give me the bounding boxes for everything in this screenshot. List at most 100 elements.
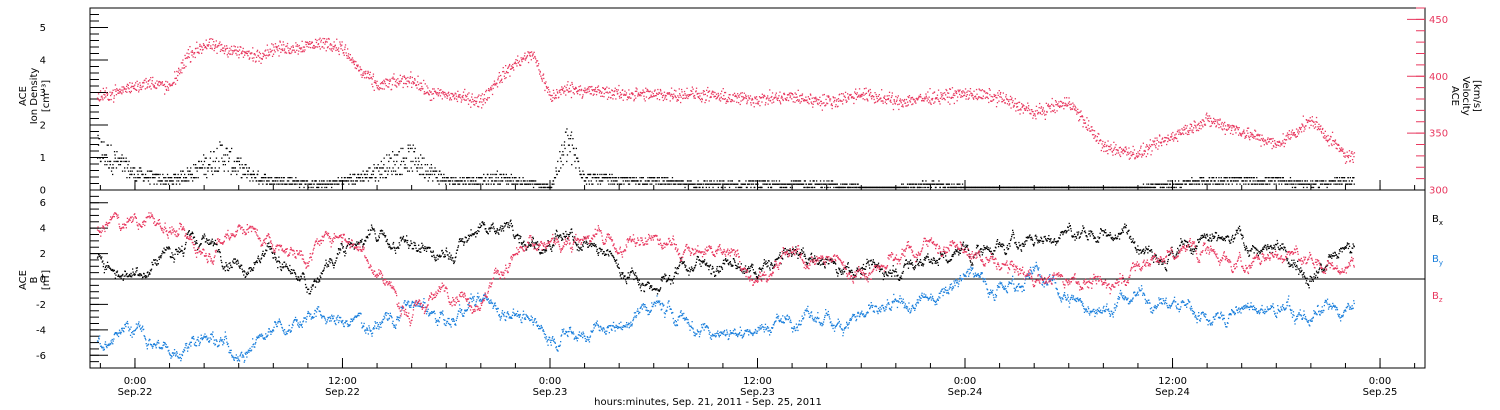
data-point <box>1105 186 1107 189</box>
data-point <box>299 183 301 185</box>
data-point <box>957 183 959 185</box>
data-point <box>268 180 270 182</box>
data-point <box>594 173 596 176</box>
data-point <box>761 186 763 189</box>
data-point <box>783 93 786 96</box>
data-point <box>1137 151 1139 153</box>
data-point <box>521 183 524 185</box>
data-point <box>420 89 422 92</box>
data-point <box>436 170 438 172</box>
data-point <box>423 79 425 82</box>
data-point <box>110 144 112 146</box>
data-point <box>947 92 949 94</box>
data-point <box>931 180 933 182</box>
data-point <box>387 79 389 81</box>
data-point <box>1188 180 1190 182</box>
data-point <box>673 93 675 95</box>
data-point <box>333 180 335 182</box>
data-point <box>193 53 195 55</box>
data-point <box>1092 186 1095 189</box>
data-point <box>530 183 532 185</box>
data-point <box>667 180 669 182</box>
data-point <box>1003 99 1005 101</box>
data-point <box>967 186 969 189</box>
data-point <box>733 92 736 94</box>
data-point <box>392 151 394 153</box>
data-point <box>511 67 513 69</box>
data-point <box>445 177 447 179</box>
data-point <box>1348 183 1350 185</box>
data-point <box>582 173 584 176</box>
data-point <box>805 96 807 98</box>
data-point <box>764 95 766 97</box>
data-point <box>1191 177 1193 179</box>
data-point <box>694 183 696 185</box>
data-point <box>533 51 535 53</box>
data-point <box>457 90 459 92</box>
data-point <box>226 147 228 150</box>
data-point <box>1150 183 1152 185</box>
data-point <box>1097 132 1099 135</box>
data-point <box>348 57 350 59</box>
data-point <box>310 186 312 189</box>
data-point <box>156 87 158 89</box>
data-point <box>887 186 889 189</box>
data-point <box>1150 154 1152 156</box>
data-point <box>493 183 495 185</box>
data-point <box>965 95 967 97</box>
data-point <box>167 183 170 185</box>
data-point <box>412 83 414 85</box>
data-point <box>513 183 515 185</box>
data-point <box>849 183 851 185</box>
data-point <box>894 103 897 105</box>
data-point <box>368 167 370 169</box>
data-point <box>224 45 226 47</box>
data-point <box>249 180 251 182</box>
data-point <box>450 99 453 101</box>
data-point <box>1030 186 1033 189</box>
data-point <box>697 183 699 185</box>
data-point <box>952 94 954 96</box>
data-point <box>859 96 861 98</box>
data-point <box>1245 177 1247 179</box>
data-point <box>212 38 214 40</box>
data-point <box>555 167 557 169</box>
data-point <box>825 183 827 185</box>
data-point <box>1265 183 1267 185</box>
data-point <box>684 183 686 185</box>
data-point <box>559 89 561 91</box>
data-point <box>751 180 753 182</box>
data-point <box>655 183 657 185</box>
data-point <box>277 45 280 47</box>
data-point <box>1063 104 1065 107</box>
data-point <box>852 183 854 185</box>
data-point <box>449 97 452 99</box>
data-point <box>433 97 435 100</box>
data-point <box>349 54 351 56</box>
data-point <box>608 183 610 185</box>
data-point <box>514 61 516 63</box>
data-point <box>100 160 102 163</box>
data-point <box>1133 186 1135 189</box>
data-point <box>114 89 116 91</box>
data-point <box>646 88 648 91</box>
data-point <box>562 89 564 91</box>
data-point <box>1028 105 1030 107</box>
data-point <box>588 90 591 92</box>
data-point <box>457 180 459 182</box>
data-point <box>196 41 198 43</box>
data-point <box>1328 180 1331 182</box>
data-point <box>659 183 661 185</box>
data-point <box>119 164 122 166</box>
data-point <box>1188 129 1190 132</box>
data-point <box>784 186 786 189</box>
data-point <box>444 96 446 98</box>
data-point <box>394 164 396 166</box>
data-point <box>629 177 631 179</box>
data-point <box>1060 100 1062 102</box>
data-point <box>442 90 444 93</box>
data-point <box>912 186 914 189</box>
data-point <box>794 92 796 94</box>
data-point <box>754 186 756 189</box>
